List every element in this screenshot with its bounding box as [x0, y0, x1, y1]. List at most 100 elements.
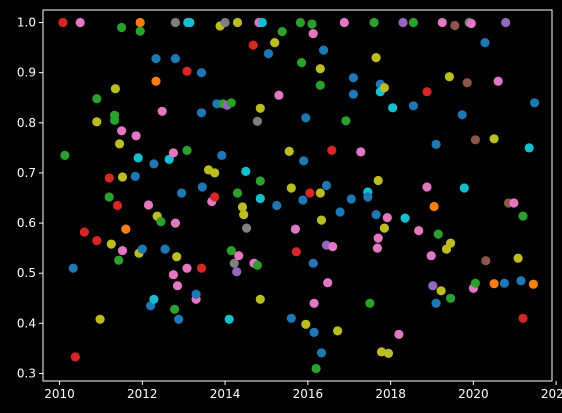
data-point-orange: [121, 224, 131, 234]
data-point-blue: [197, 182, 207, 192]
data-point-gray: [170, 17, 180, 28]
data-point-blue: [137, 244, 147, 254]
data-point-brown: [470, 135, 480, 145]
y-axis-ticks: 0.3 0.4 0.5 0.6 0.7 0.8 0.9 1.0: [17, 16, 43, 380]
x-tick-label: 2018: [375, 387, 406, 401]
data-point-olive: [316, 215, 327, 225]
data-point-red: [248, 40, 258, 50]
data-point-green: [408, 17, 418, 28]
y-tick-label: 0.3: [17, 366, 36, 380]
data-point-olive: [255, 103, 265, 113]
data-points: [58, 17, 540, 374]
data-point-pink: [509, 198, 519, 208]
data-point-blue: [516, 276, 526, 286]
data-point-green: [104, 192, 114, 202]
data-point-olive: [110, 84, 120, 94]
data-point-pink: [356, 147, 366, 157]
y-tick-label: 0.5: [17, 266, 36, 280]
data-point-gray: [229, 258, 239, 268]
data-point-pink: [234, 251, 244, 261]
data-point-green: [182, 145, 192, 155]
data-point-olive: [489, 134, 499, 144]
data-point-cyan: [133, 153, 143, 163]
data-point-green: [295, 17, 305, 28]
data-point-olive: [315, 188, 325, 198]
data-point-blue: [286, 313, 296, 323]
data-point-pink: [172, 281, 183, 291]
data-point-blue: [263, 49, 274, 59]
data-point-pink: [117, 246, 128, 256]
data-point-cyan: [149, 294, 159, 304]
data-point-blue: [299, 156, 309, 166]
data-point-pink: [157, 106, 167, 116]
data-point-red: [112, 200, 123, 211]
data-point-blue: [151, 54, 161, 64]
data-point-purple: [501, 17, 511, 28]
data-point-olive: [172, 252, 182, 262]
data-point-purple: [428, 281, 438, 291]
data-point-olive: [284, 146, 294, 156]
data-point-olive: [232, 17, 243, 28]
data-point-pink: [394, 329, 404, 339]
data-point-green: [470, 278, 480, 288]
data-point-olive: [286, 183, 296, 193]
data-point-red: [79, 227, 89, 237]
data-point-orange: [489, 279, 499, 289]
data-point-blue: [316, 348, 327, 358]
data-point-olive: [315, 64, 325, 74]
data-point-olive: [373, 175, 383, 186]
data-point-red: [182, 66, 192, 76]
data-point-blue: [191, 289, 201, 299]
data-point-cyan: [224, 314, 234, 324]
data-point-red: [196, 263, 207, 273]
data-point-pink: [466, 18, 476, 29]
data-point-cyan: [257, 17, 267, 28]
data-point-olive: [117, 172, 128, 182]
data-point-red: [70, 352, 80, 362]
data-point-pink: [422, 182, 432, 192]
data-point-olive: [106, 239, 116, 249]
data-point-orange: [528, 279, 539, 289]
data-point-purple: [232, 267, 242, 277]
data-point-olive: [270, 38, 280, 48]
x-axis-ticks: 2010 2012 2014 2016 2018 2020 2022: [44, 381, 562, 401]
data-point-olive: [115, 139, 125, 149]
data-point-red: [327, 145, 337, 155]
data-point-cyan: [164, 154, 174, 164]
data-point-olive: [513, 253, 523, 263]
data-point-pink: [373, 233, 383, 243]
data-point-blue: [530, 98, 540, 108]
data-point-pink: [323, 278, 333, 288]
x-tick-label: 2014: [210, 387, 241, 401]
data-point-cyan: [241, 166, 251, 176]
data-point-purple: [398, 17, 408, 28]
data-point-pink: [117, 126, 127, 136]
data-point-olive: [95, 314, 105, 324]
data-point-brown: [462, 78, 472, 88]
data-point-pink: [309, 298, 319, 308]
data-point-cyan: [255, 193, 265, 204]
data-point-pink: [182, 263, 192, 273]
data-point-pink: [75, 17, 85, 28]
data-point-blue: [130, 171, 140, 181]
axes: 2010201220142016201820202022 0.30.40.50.…: [17, 9, 562, 401]
data-point-pink: [131, 131, 141, 141]
data-point-blue: [346, 194, 356, 204]
data-point-blue: [196, 68, 207, 78]
y-tick-label: 1.0: [17, 16, 36, 30]
data-point-green: [341, 116, 351, 126]
x-tick-label: 2020: [458, 387, 489, 401]
data-point-green: [255, 176, 265, 186]
data-point-green: [60, 150, 70, 160]
data-point-green: [226, 98, 236, 108]
y-tick-label: 0.8: [17, 116, 36, 130]
data-point-blue: [348, 73, 358, 83]
x-tick-label: 2022: [541, 387, 562, 401]
data-point-green: [315, 80, 325, 90]
data-point-green: [369, 17, 379, 28]
data-point-blue: [431, 298, 441, 308]
y-tick-label: 0.4: [17, 316, 36, 330]
data-point-red: [291, 247, 301, 257]
data-point-olive: [210, 168, 220, 178]
data-point-red: [210, 192, 220, 202]
